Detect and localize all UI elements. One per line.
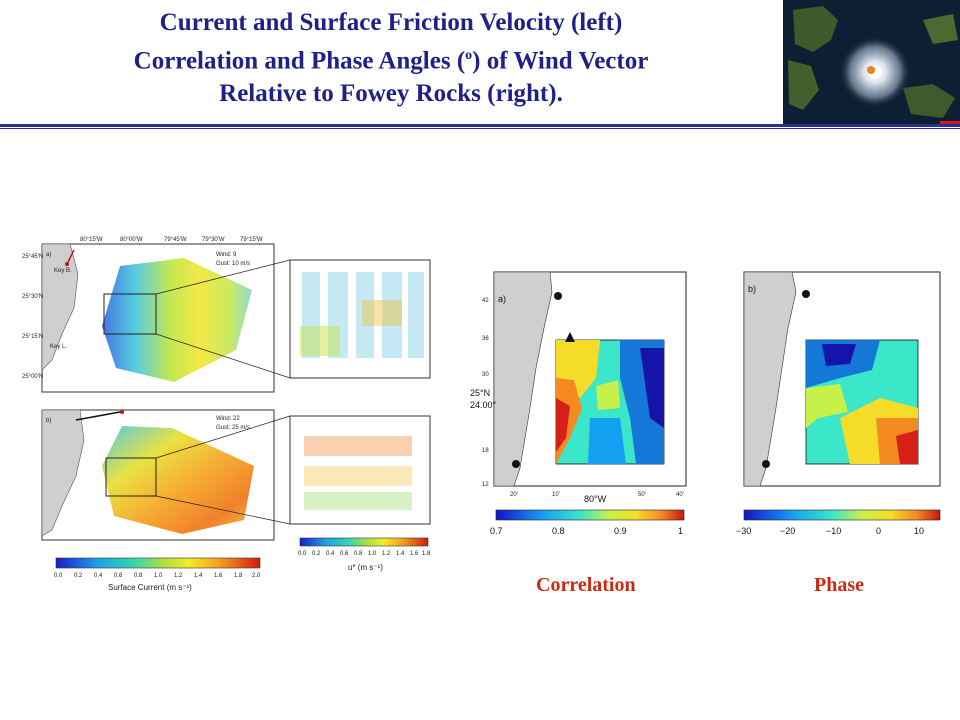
svg-text:80°W: 80°W	[584, 494, 607, 504]
svg-text:36: 36	[482, 336, 489, 342]
slide-title: Current and Surface Friction Velocity (l…	[10, 6, 772, 110]
site-label-key-b: Key B.	[54, 268, 72, 274]
svg-text:25°30'N: 25°30'N	[22, 294, 43, 300]
svg-text:40': 40'	[676, 492, 684, 498]
top-map-wind: Wind: 9	[216, 252, 237, 258]
svg-text:12: 12	[482, 482, 489, 488]
svg-text:2.0: 2.0	[252, 573, 261, 579]
svg-text:−10: −10	[826, 526, 841, 536]
correlation-lat-ticks: 42 36 30 25°N 24.00° 18 12	[470, 298, 497, 488]
svg-text:1.4: 1.4	[194, 573, 203, 579]
svg-text:10: 10	[914, 526, 924, 536]
bottom-zoom-panel	[155, 415, 431, 525]
svg-text:24.00°: 24.00°	[470, 400, 497, 410]
svg-text:1: 1	[678, 526, 683, 536]
svg-text:1.2: 1.2	[382, 551, 391, 557]
svg-text:1.8: 1.8	[422, 551, 431, 557]
svg-text:1.6: 1.6	[410, 551, 419, 557]
correlation-lon-ticks: 20' 10' 80°W 50' 40'	[510, 492, 684, 504]
title-line-1: Current and Surface Friction Velocity (l…	[159, 9, 623, 36]
surface-current-label: Surface Current (m s⁻¹)	[108, 583, 192, 592]
svg-text:25°00'N: 25°00'N	[22, 374, 43, 380]
svg-text:0.8: 0.8	[134, 573, 143, 579]
svg-text:0.4: 0.4	[326, 551, 335, 557]
svg-text:0.6: 0.6	[114, 573, 123, 579]
phase-colorbar: −30 −20 −10 0 10	[736, 509, 941, 536]
svg-text:1.0: 1.0	[368, 551, 377, 557]
bottom-map-panel-tag: b)	[46, 418, 51, 424]
phase-panel-tag: b)	[748, 284, 756, 294]
svg-text:25°45'N: 25°45'N	[22, 254, 43, 260]
red-accent-bar	[940, 121, 960, 124]
svg-text:79°45'W: 79°45'W	[164, 237, 187, 243]
svg-text:0.0: 0.0	[54, 573, 63, 579]
svg-text:1.4: 1.4	[396, 551, 405, 557]
phase-label: Phase	[814, 574, 864, 596]
ustar-label: u* (m s⁻¹)	[348, 563, 383, 572]
title-line-3: Relative to Fowey Rocks (right).	[219, 80, 563, 108]
svg-text:25°15'N: 25°15'N	[22, 334, 43, 340]
svg-text:1.6: 1.6	[214, 573, 223, 579]
svg-text:18: 18	[482, 448, 489, 454]
surface-current-figure: 80°15'W 80°00'W 79°45'W 79°30'W 79°15'W …	[22, 230, 442, 600]
top-map-lat-labels: 25°45'N 25°30'N 25°15'N 25°00'N	[22, 254, 43, 380]
correlation-field	[555, 339, 665, 465]
svg-text:20': 20'	[510, 492, 518, 498]
svg-text:50': 50'	[638, 492, 646, 498]
correlation-label: Correlation	[536, 574, 636, 596]
svg-text:0.9: 0.9	[614, 526, 627, 536]
correlation-colorbar: 0.7 0.8 0.9 1	[490, 509, 685, 536]
bottom-current-map: b) Wind: 22 Gust: 25 m/s	[41, 409, 275, 541]
top-map-gust: Gust: 10 m/s	[216, 261, 250, 267]
svg-text:0.2: 0.2	[74, 573, 83, 579]
svg-text:79°30'W: 79°30'W	[202, 237, 225, 243]
svg-text:0.8: 0.8	[552, 526, 565, 536]
svg-text:25°N: 25°N	[470, 388, 490, 398]
header-divider-thin	[0, 128, 960, 129]
svg-text:0: 0	[876, 526, 881, 536]
svg-text:−20: −20	[780, 526, 795, 536]
svg-text:30: 30	[482, 372, 489, 378]
correlation-figure: a) 42 36 30 25°N 24.00° 18 12 20' 10' 80…	[470, 268, 692, 544]
svg-text:79°15'W: 79°15'W	[240, 237, 263, 243]
svg-text:1.0: 1.0	[154, 573, 163, 579]
svg-text:1.2: 1.2	[174, 573, 183, 579]
svg-text:1.8: 1.8	[234, 573, 243, 579]
site-label-key-l: Key L.	[50, 344, 67, 350]
svg-text:0.4: 0.4	[94, 573, 103, 579]
svg-text:10': 10'	[552, 492, 560, 498]
hurricane-satellite-image	[783, 0, 960, 124]
top-map-panel-tag: a)	[46, 252, 51, 258]
surface-current-colorbar: 0.0 0.2 0.4 0.6 0.8 1.0 1.2 1.4 1.6 1.8 …	[54, 557, 261, 592]
bottom-map-wind: Wind: 22	[216, 416, 240, 422]
svg-text:0.0: 0.0	[298, 551, 307, 557]
svg-text:0.7: 0.7	[490, 526, 503, 536]
title-line-2: Correlation and Phase Angles (o) of Wind…	[133, 47, 649, 75]
svg-text:0.6: 0.6	[340, 551, 349, 557]
svg-text:0.2: 0.2	[312, 551, 321, 557]
top-current-map: 80°15'W 80°00'W 79°45'W 79°30'W 79°15'W …	[22, 237, 275, 393]
ustar-colorbar: 0.0 0.2 0.4 0.6 0.8 1.0 1.2 1.4 1.6 1.8 …	[298, 537, 431, 572]
top-zoom-panel	[155, 259, 431, 379]
svg-text:80°00'W: 80°00'W	[120, 237, 143, 243]
svg-text:0.8: 0.8	[354, 551, 363, 557]
svg-text:42: 42	[482, 298, 489, 304]
phase-field	[805, 339, 919, 465]
correlation-panel-tag: a)	[498, 294, 506, 304]
svg-text:80°15'W: 80°15'W	[80, 237, 103, 243]
top-map-lon-labels: 80°15'W 80°00'W 79°45'W 79°30'W 79°15'W	[80, 237, 263, 243]
bottom-map-gust: Gust: 25 m/s	[216, 425, 250, 431]
phase-figure: b) −30 −20 −10 0 10	[730, 268, 950, 544]
svg-text:−30: −30	[736, 526, 751, 536]
header-divider	[0, 124, 960, 127]
